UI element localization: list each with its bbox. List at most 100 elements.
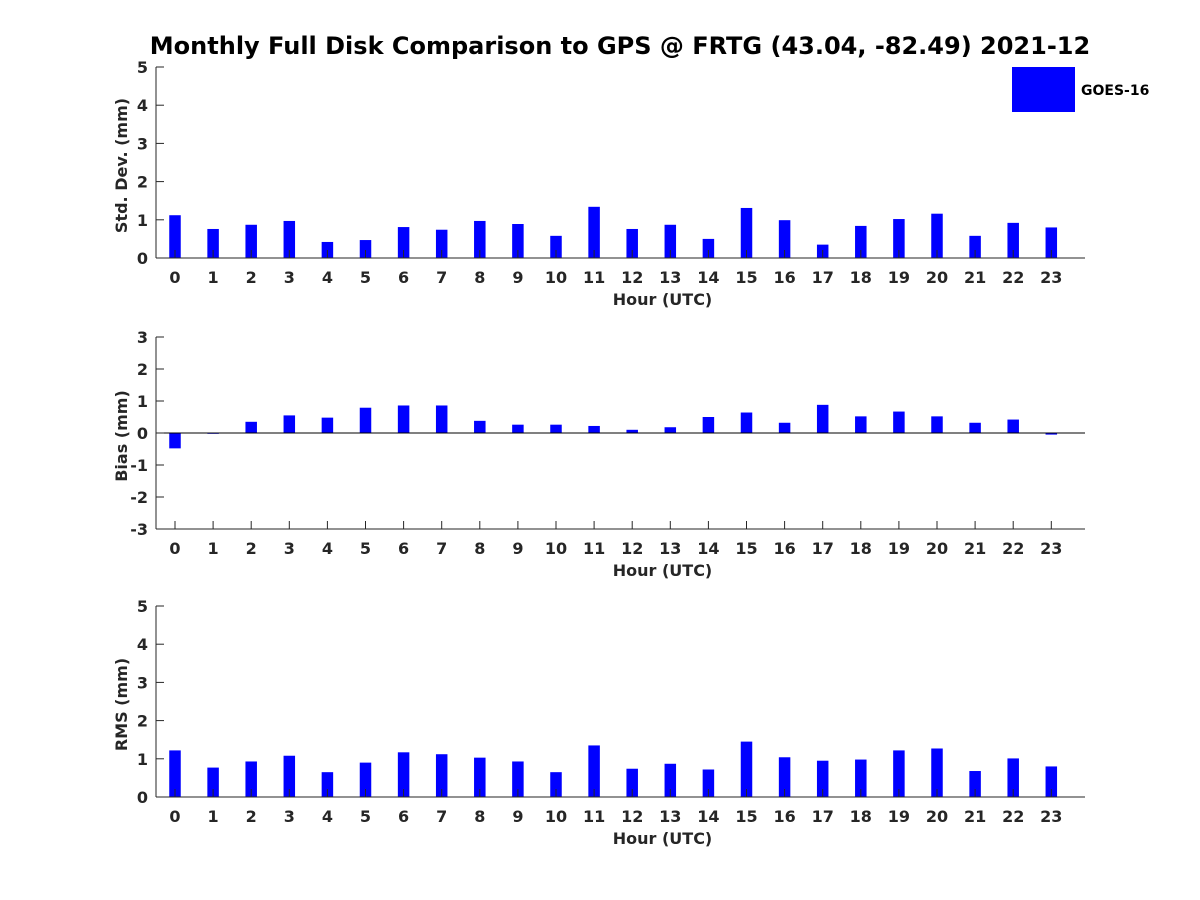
bar-hour-12 [626,768,638,797]
x-tick-label: 14 [697,539,719,558]
y-tick-label: 4 [137,96,148,115]
bar-hour-5 [359,240,372,258]
x-tick-label: 4 [322,807,333,826]
bar-hour-21 [969,422,981,433]
bar-hour-23 [1045,227,1058,258]
bar-hour-12 [626,228,638,258]
x-tick-label: 22 [1002,807,1024,826]
bar-hour-3 [283,755,296,797]
x-tick-label: 7 [436,268,447,287]
bar-hour-1 [207,228,219,258]
bar-hour-10 [550,424,562,433]
bar-hour-4 [321,772,334,797]
y-tick-label: 1 [137,392,148,411]
y-tick-label: 1 [137,750,148,769]
x-tick-label: 1 [208,807,219,826]
y-axis-label: RMS (mm) [112,658,131,751]
bar-hour-6 [397,752,410,797]
x-tick-label: 15 [735,807,757,826]
bar-hour-9 [512,424,524,433]
x-tick-label: 23 [1040,807,1062,826]
x-tick-label: 11 [583,268,605,287]
y-tick-label: 5 [137,58,148,77]
x-tick-label: 12 [621,807,643,826]
x-tick-label: 5 [360,268,371,287]
bar-hour-3 [283,220,296,258]
bar-hour-14 [702,769,715,797]
bar-hour-2 [245,421,257,433]
x-tick-label: 5 [360,807,371,826]
x-tick-label: 0 [169,268,180,287]
y-axis-label: Std. Dev. (mm) [112,98,131,233]
bar-hour-9 [512,761,524,797]
x-tick-label: 18 [850,807,872,826]
x-tick-label: 19 [888,539,910,558]
y-axis-label: Bias (mm) [112,390,131,482]
bar-hour-14 [702,238,715,258]
bar-hour-22 [1007,222,1019,258]
x-tick-label: 12 [621,268,643,287]
x-tick-label: 17 [812,268,834,287]
x-tick-label: 2 [246,807,257,826]
x-tick-label: 15 [735,539,757,558]
bar-hour-19 [893,219,905,258]
x-tick-label: 0 [169,807,180,826]
x-tick-label: 20 [926,268,948,287]
bar-hour-10 [550,772,562,797]
x-axis-label: Hour (UTC) [613,290,713,309]
y-tick-label: 3 [137,328,148,347]
x-tick-label: 3 [284,539,295,558]
bar-hour-0 [169,750,181,797]
bar-hour-20 [931,416,943,433]
x-axis-label: Hour (UTC) [613,561,713,580]
bar-hour-15 [740,741,753,797]
bar-hour-10 [550,235,562,258]
x-tick-label: 9 [512,268,523,287]
x-tick-label: 21 [964,268,986,287]
y-tick-label: 3 [137,134,148,153]
x-tick-label: 20 [926,539,948,558]
y-tick-label: 1 [137,211,148,230]
bar-hour-8 [474,220,486,258]
bar-hour-7 [435,754,448,797]
bar-hour-11 [588,425,600,433]
x-tick-label: 6 [398,268,409,287]
bar-hour-1 [207,767,219,797]
bar-hour-15 [740,412,753,433]
x-tick-label: 2 [246,268,257,287]
legend-label: GOES-16 [1081,83,1149,99]
bar-hour-15 [740,207,753,258]
x-tick-label: 4 [322,268,333,287]
bar-hour-21 [969,235,981,258]
bar-hour-17 [816,404,829,433]
bar-hour-2 [245,224,257,258]
x-tick-label: 10 [545,539,567,558]
x-tick-label: 4 [322,539,333,558]
x-tick-label: 11 [583,807,605,826]
bar-hour-12 [626,429,638,433]
x-tick-label: 3 [284,268,295,287]
bar-hour-11 [588,745,600,797]
x-tick-label: 5 [360,539,371,558]
bar-hour-19 [893,411,905,433]
x-tick-label: 20 [926,807,948,826]
bar-hour-22 [1007,419,1019,433]
legend-swatch [1012,67,1075,112]
bar-hour-0 [169,215,181,258]
x-tick-label: 18 [850,539,872,558]
bar-hour-0 [169,433,181,449]
x-tick-label: 19 [888,807,910,826]
bar-hour-23 [1045,766,1058,797]
x-tick-label: 12 [621,539,643,558]
bar-hour-6 [397,405,410,433]
bar-hour-6 [397,227,410,258]
x-tick-label: 17 [812,807,834,826]
bar-hour-5 [359,407,372,433]
x-tick-label: 10 [545,268,567,287]
bar-hour-18 [855,416,867,433]
bar-hour-23 [1045,433,1058,435]
y-tick-label: 0 [137,424,148,443]
